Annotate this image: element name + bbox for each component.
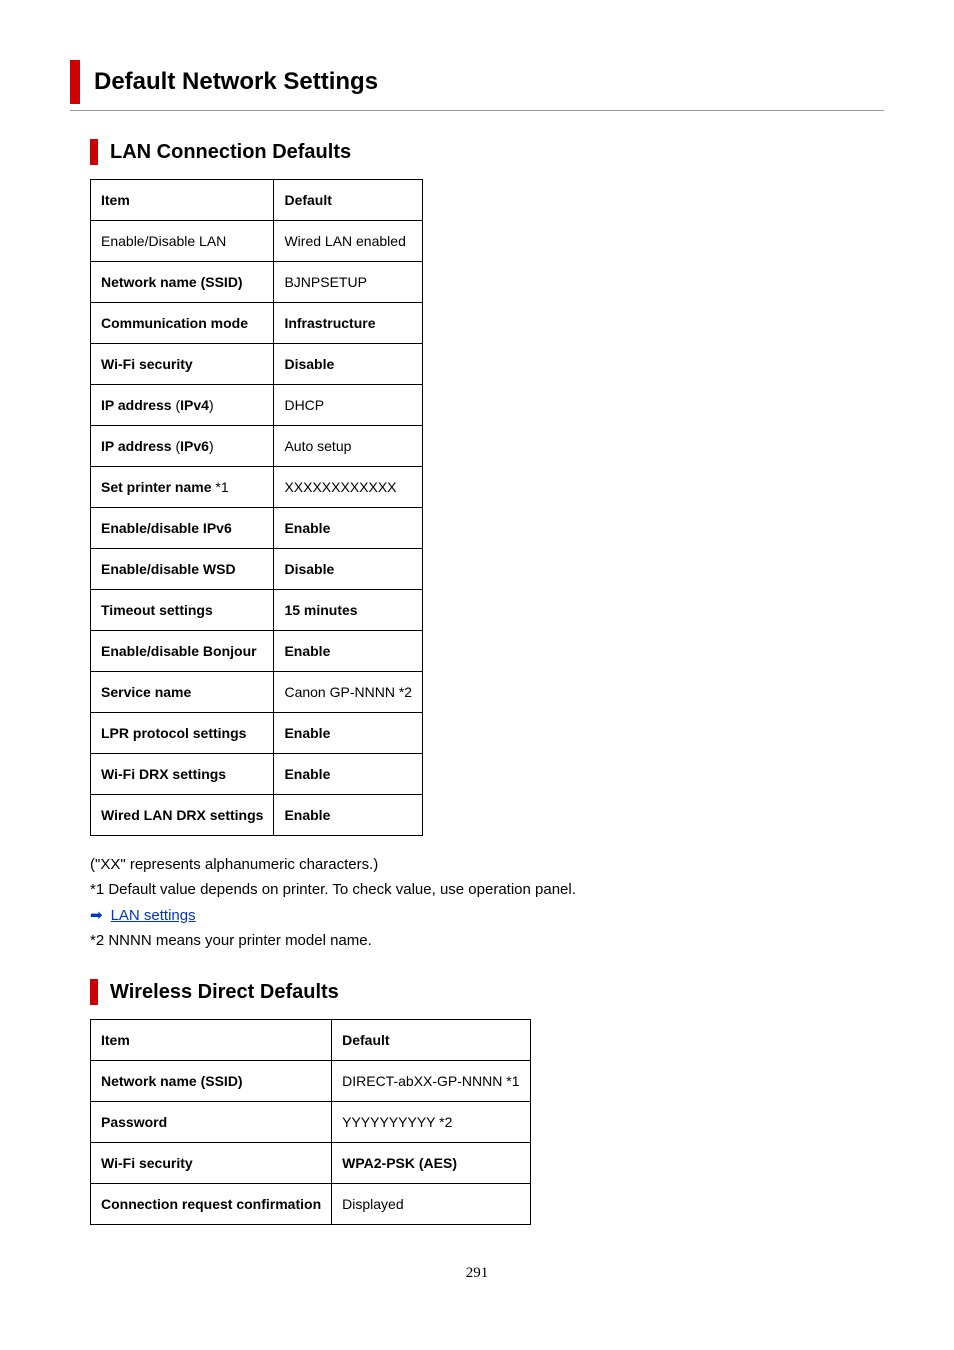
col-header-item: Item: [91, 180, 274, 221]
item-cell: Service name: [91, 672, 274, 713]
note-text: *1 Default value depends on printer. To …: [90, 881, 884, 898]
col-header-default: Default: [274, 180, 423, 221]
arrow-icon: ➡: [90, 906, 103, 924]
link-row: ➡ LAN settings: [90, 906, 884, 924]
value-cell: DIRECT-abXX-GP-NNNN *1: [332, 1061, 530, 1102]
note-text: *2 NNNN means your printer model name.: [90, 932, 884, 949]
table-row: Wi-Fi DRX settingsEnable: [91, 754, 423, 795]
lan-defaults-table: Item Default Enable/Disable LANWired LAN…: [90, 179, 423, 836]
lan-settings-link[interactable]: LAN settings: [111, 907, 196, 924]
table-row: Connection request confirmationDisplayed: [91, 1184, 531, 1225]
table-row: Enable/disable IPv6Enable: [91, 508, 423, 549]
item-cell: Enable/Disable LAN: [91, 221, 274, 262]
page-number: 291: [70, 1265, 884, 1282]
value-cell: Disable: [274, 549, 423, 590]
section-heading: Wireless Direct Defaults: [90, 979, 884, 1005]
value-cell: XXXXXXXXXXXX: [274, 467, 423, 508]
item-cell: Enable/disable WSD: [91, 549, 274, 590]
section-bar-icon: [90, 979, 98, 1005]
table-row: IP address (IPv4)DHCP: [91, 385, 423, 426]
item-cell: Enable/disable IPv6: [91, 508, 274, 549]
table-row: Enable/disable WSDDisable: [91, 549, 423, 590]
value-cell: Wired LAN enabled: [274, 221, 423, 262]
table-row: Enable/Disable LANWired LAN enabled: [91, 221, 423, 262]
item-cell: IP address (IPv6): [91, 426, 274, 467]
item-cell: LPR protocol settings: [91, 713, 274, 754]
table-row: Set printer name *1XXXXXXXXXXXX: [91, 467, 423, 508]
section-title: LAN Connection Defaults: [110, 141, 351, 164]
value-cell: BJNPSETUP: [274, 262, 423, 303]
value-cell: DHCP: [274, 385, 423, 426]
table-row: PasswordYYYYYYYYYY *2: [91, 1102, 531, 1143]
item-cell: Network name (SSID): [91, 262, 274, 303]
value-cell: Enable: [274, 713, 423, 754]
item-cell: Set printer name *1: [91, 467, 274, 508]
main-title-wrap: Default Network Settings: [70, 60, 884, 104]
value-cell: Canon GP-NNNN *2: [274, 672, 423, 713]
value-cell: Displayed: [332, 1184, 530, 1225]
item-cell: Timeout settings: [91, 590, 274, 631]
col-header-item: Item: [91, 1020, 332, 1061]
table-row: Wi-Fi securityWPA2-PSK (AES): [91, 1143, 531, 1184]
table-row: Communication modeInfrastructure: [91, 303, 423, 344]
section-title: Wireless Direct Defaults: [110, 981, 339, 1004]
value-cell: Enable: [274, 631, 423, 672]
page-container: Default Network Settings LAN Connection …: [0, 0, 954, 1322]
page-title: Default Network Settings: [94, 68, 884, 96]
table-header-row: Item Default: [91, 1020, 531, 1061]
section-bar-icon: [90, 139, 98, 165]
table-row: Network name (SSID)DIRECT-abXX-GP-NNNN *…: [91, 1061, 531, 1102]
value-cell: Enable: [274, 508, 423, 549]
note-text: ("XX" represents alphanumeric characters…: [90, 856, 884, 873]
title-divider: [70, 110, 884, 111]
table-row: Wired LAN DRX settingsEnable: [91, 795, 423, 836]
item-cell: Wi-Fi security: [91, 344, 274, 385]
item-cell: Wi-Fi security: [91, 1143, 332, 1184]
value-cell: 15 minutes: [274, 590, 423, 631]
value-cell: Infrastructure: [274, 303, 423, 344]
table-row: Wi-Fi securityDisable: [91, 344, 423, 385]
item-cell: IP address (IPv4): [91, 385, 274, 426]
item-cell: Wi-Fi DRX settings: [91, 754, 274, 795]
item-cell: Wired LAN DRX settings: [91, 795, 274, 836]
value-cell: Disable: [274, 344, 423, 385]
value-cell: Enable: [274, 754, 423, 795]
table-row: Service nameCanon GP-NNNN *2: [91, 672, 423, 713]
value-cell: Auto setup: [274, 426, 423, 467]
item-cell: Connection request confirmation: [91, 1184, 332, 1225]
value-cell: Enable: [274, 795, 423, 836]
item-cell: Communication mode: [91, 303, 274, 344]
item-cell: Enable/disable Bonjour: [91, 631, 274, 672]
section-heading: LAN Connection Defaults: [90, 139, 884, 165]
table-row: Timeout settings15 minutes: [91, 590, 423, 631]
table-row: Network name (SSID)BJNPSETUP: [91, 262, 423, 303]
table-row: LPR protocol settingsEnable: [91, 713, 423, 754]
value-cell: WPA2-PSK (AES): [332, 1143, 530, 1184]
wireless-defaults-table: Item Default Network name (SSID)DIRECT-a…: [90, 1019, 531, 1225]
value-cell: YYYYYYYYYY *2: [332, 1102, 530, 1143]
col-header-default: Default: [332, 1020, 530, 1061]
table-row: IP address (IPv6)Auto setup: [91, 426, 423, 467]
item-cell: Network name (SSID): [91, 1061, 332, 1102]
item-cell: Password: [91, 1102, 332, 1143]
table-row: Enable/disable BonjourEnable: [91, 631, 423, 672]
table-header-row: Item Default: [91, 180, 423, 221]
